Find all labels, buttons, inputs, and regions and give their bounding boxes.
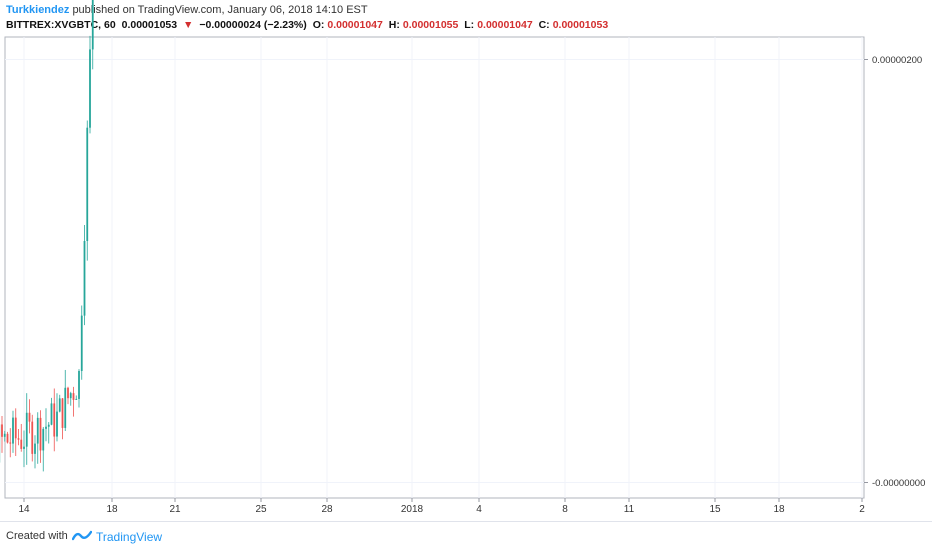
x-tick-label: 8: [562, 504, 568, 515]
candle-body: [1, 424, 3, 436]
candle-body: [20, 440, 22, 449]
candle-body: [53, 403, 55, 436]
x-tick-label: 18: [773, 504, 785, 515]
footer: Created with TradingView: [0, 521, 932, 551]
time-axis[interactable]: 14 18 21 25 28 2018 4 8 11 15 18 2: [18, 498, 865, 515]
candle-body: [56, 412, 58, 437]
plot-area[interactable]: [5, 37, 864, 498]
candle-body: [81, 316, 83, 371]
candle-body: [15, 418, 17, 439]
candle-body: [34, 444, 36, 454]
x-tick-label: 2018: [401, 504, 424, 515]
candle-body: [84, 241, 86, 316]
tradingview-brand[interactable]: TradingView: [96, 530, 162, 544]
candle-body: [51, 403, 53, 424]
y-tick-label: 0.00000200: [872, 55, 922, 66]
price-chart[interactable]: 0.000020000.000018000.000016000.00001400…: [0, 0, 932, 521]
candle-body: [23, 447, 25, 449]
created-with-text: Created with: [6, 530, 68, 542]
candle-body: [92, 0, 94, 49]
candle-body: [37, 418, 39, 444]
candle-body: [86, 128, 88, 241]
candle-body: [75, 399, 77, 400]
x-tick-label: 2: [859, 504, 865, 515]
candle-body: [67, 388, 69, 398]
tradingview-logo-icon[interactable]: [72, 529, 92, 543]
candle-body: [31, 422, 33, 454]
candle-body: [18, 438, 20, 439]
x-tick-label: 28: [321, 504, 333, 515]
candle-body: [12, 418, 14, 444]
candle-body: [64, 388, 66, 428]
x-tick-label: 18: [106, 504, 118, 515]
candle-body: [70, 393, 72, 398]
y-tick-label: -0.00000000: [872, 478, 925, 489]
x-tick-label: 4: [476, 504, 482, 515]
candle-body: [26, 413, 28, 447]
x-tick-label: 21: [169, 504, 181, 515]
x-tick-label: 11: [624, 504, 635, 515]
candle-body: [48, 425, 50, 427]
x-tick-label: 14: [18, 504, 30, 515]
x-tick-label: 25: [255, 504, 267, 515]
price-axis[interactable]: 0.000020000.000018000.000016000.00001400…: [864, 0, 925, 489]
candle-body: [4, 434, 6, 437]
candle-body: [7, 434, 9, 443]
candle-body: [9, 443, 11, 444]
candle-body: [59, 398, 61, 411]
candle-body: [42, 429, 44, 451]
candle-body: [78, 371, 80, 399]
candle-body: [40, 418, 42, 451]
candle-body: [29, 413, 31, 422]
candle-body: [45, 427, 47, 429]
candle-body: [62, 398, 64, 428]
x-tick-label: 15: [709, 504, 721, 515]
candle-body: [89, 49, 91, 127]
candle-body: [73, 393, 75, 400]
